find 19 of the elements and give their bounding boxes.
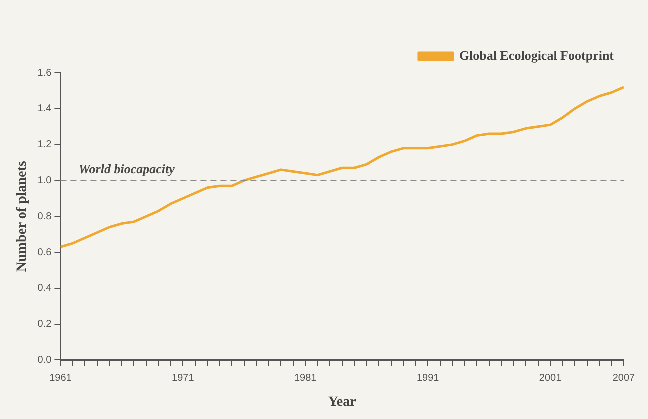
y-tick-label: 1.2 xyxy=(38,140,52,151)
y-tick-label: 1.4 xyxy=(38,104,52,115)
y-tick-label: 1.0 xyxy=(38,175,52,186)
y-tick-label: 0.2 xyxy=(38,319,52,330)
x-tick-label: 2001 xyxy=(539,372,562,384)
x-tick-label: 2007 xyxy=(612,372,636,384)
y-tick-label: 1.6 xyxy=(38,68,52,79)
y-tick-label: 0.4 xyxy=(38,283,52,294)
y-axis-title: Number of planets xyxy=(15,160,30,272)
x-tick-label: 1991 xyxy=(416,372,440,384)
y-tick-label: 0.0 xyxy=(38,354,52,366)
ref-line-label: World biocapacity xyxy=(78,162,176,177)
x-tick-label: 1981 xyxy=(294,372,318,384)
y-tick-label: 0.8 xyxy=(38,211,52,222)
legend-label: Global Ecological Footprint xyxy=(459,48,615,63)
y-tick-label: 0.6 xyxy=(38,247,52,258)
x-tick-label: 1961 xyxy=(50,372,72,384)
x-axis-title: Year xyxy=(328,395,356,410)
x-tick-label: 1971 xyxy=(172,372,195,384)
